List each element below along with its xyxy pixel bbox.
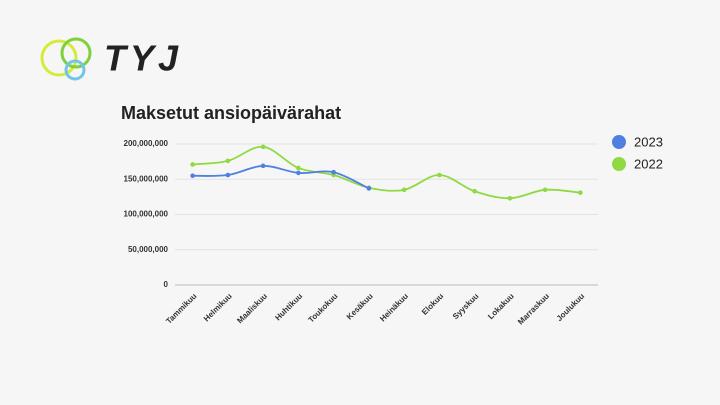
logo-ring xyxy=(60,37,92,69)
data-point xyxy=(542,187,548,193)
y-tick-label: 200,000,000 xyxy=(124,139,169,148)
legend-swatch xyxy=(612,157,626,171)
logo-ring xyxy=(40,39,78,77)
data-point xyxy=(260,163,266,169)
y-tick-label: 100,000,000 xyxy=(124,210,169,219)
chart-title: Maksetut ansiopäivärahat xyxy=(121,103,341,123)
y-tick-label: 150,000,000 xyxy=(124,174,169,183)
series-line xyxy=(192,145,581,200)
legend-label: 2023 xyxy=(634,134,663,149)
data-point xyxy=(225,172,231,178)
data-point xyxy=(190,173,195,179)
series-line xyxy=(192,164,370,190)
data-point xyxy=(331,169,336,175)
logo: TYJ xyxy=(40,37,182,81)
logo-ring xyxy=(64,59,86,81)
data-point xyxy=(578,190,583,195)
data-point xyxy=(507,195,513,201)
legend-swatch xyxy=(612,135,626,149)
y-tick-label: 50,000,000 xyxy=(128,245,169,254)
data-point xyxy=(437,172,442,178)
data-point xyxy=(401,187,407,193)
data-point xyxy=(190,162,195,167)
y-tick-label: 0 xyxy=(164,280,169,289)
data-point xyxy=(366,186,372,191)
data-point xyxy=(296,170,301,176)
logo-text: TYJ xyxy=(104,38,182,79)
legend-label: 2022 xyxy=(634,156,663,171)
data-point xyxy=(296,165,301,171)
data-point xyxy=(225,158,231,164)
data-point xyxy=(260,144,266,150)
data-point xyxy=(472,188,477,194)
